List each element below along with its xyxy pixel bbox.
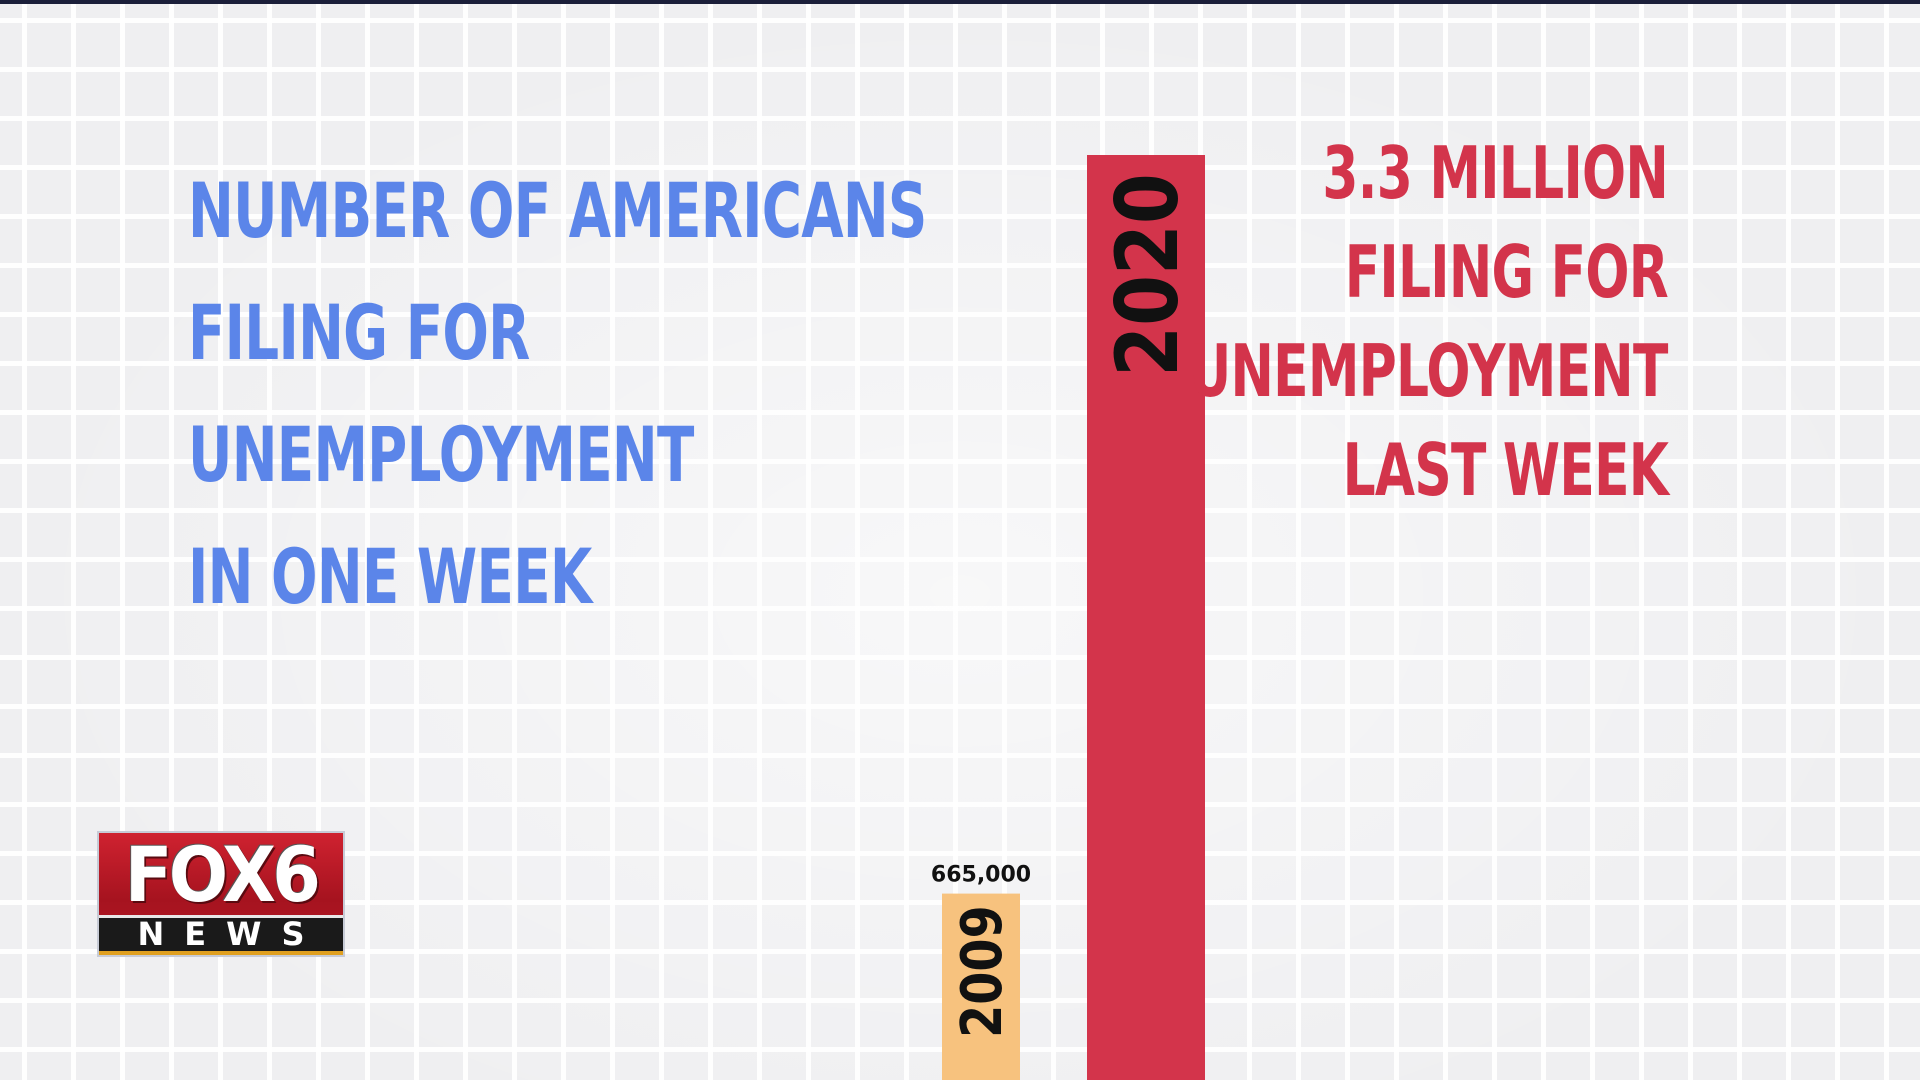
annotation-line-1: 3.3 MILLION <box>1322 131 1668 215</box>
bar-2020 <box>1087 155 1205 1080</box>
top-rule <box>0 0 1920 4</box>
chart-title: NUMBER OF AMERICANS FILING FOR UNEMPLOYM… <box>188 150 1214 638</box>
bar-2009 <box>942 893 1020 1080</box>
annotation-line-2: FILING FOR <box>1344 230 1669 314</box>
chart-title-line-4: IN ONE WEEK <box>188 532 592 621</box>
logo-gold-line <box>99 951 343 955</box>
annotation-line-4: LAST WEEK <box>1342 428 1668 512</box>
chart-title-line-1: NUMBER OF AMERICANS <box>188 166 927 255</box>
bar-label-2020: 2020 <box>1097 173 1197 376</box>
chart-title-line-3: UNEMPLOYMENT <box>188 410 694 499</box>
chart-annotation: 3.3 MILLION FILING FOR UNEMPLOYMENT LAST… <box>1003 124 1668 520</box>
chart-title-line-2: FILING FOR <box>188 288 530 377</box>
annotation-line-3: UNEMPLOYMENT <box>1189 329 1668 413</box>
bar-label-2009: 2009 <box>951 905 1016 1037</box>
logo-news-strip: NEWS <box>99 915 343 955</box>
fox6-news-logo: FOX6 NEWS <box>97 831 345 957</box>
logo-brand: FOX6 <box>124 831 321 919</box>
data-label-2009: 665,000 <box>931 863 1031 888</box>
logo-network: NEWS <box>137 915 325 953</box>
